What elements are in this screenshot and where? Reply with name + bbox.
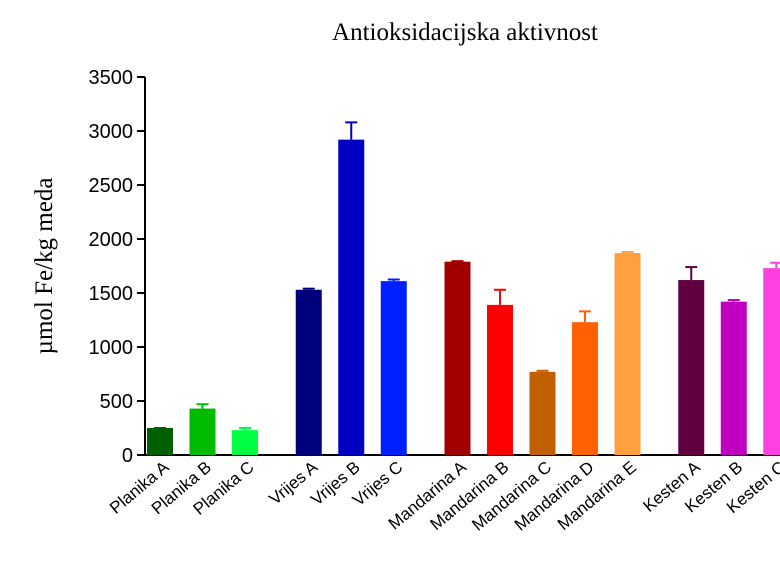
y-tick-label: 3000	[89, 121, 134, 143]
bar	[147, 428, 173, 455]
bar	[720, 301, 747, 455]
bar	[614, 253, 641, 455]
bar	[678, 280, 705, 455]
y-tick-label: 1500	[89, 283, 134, 305]
y-tick-label: 2000	[89, 229, 134, 251]
bar	[232, 430, 258, 455]
bar	[572, 322, 598, 455]
bar	[529, 371, 556, 455]
bar	[189, 408, 216, 455]
y-tick-label: 3500	[89, 67, 134, 89]
bar	[763, 268, 780, 455]
bar	[380, 281, 407, 455]
y-tick-label: 500	[100, 391, 133, 413]
bar	[295, 289, 322, 455]
y-tick-label: 2500	[89, 175, 134, 197]
y-axis-label: µmol Fe/kg meda	[31, 178, 58, 355]
bar	[338, 139, 365, 455]
y-tick-label: 0	[122, 445, 133, 467]
chart-title: Antioksidacijska aktivnost	[332, 19, 598, 46]
bar	[487, 304, 513, 455]
y-tick-label: 1000	[89, 337, 134, 359]
bar	[444, 261, 471, 455]
